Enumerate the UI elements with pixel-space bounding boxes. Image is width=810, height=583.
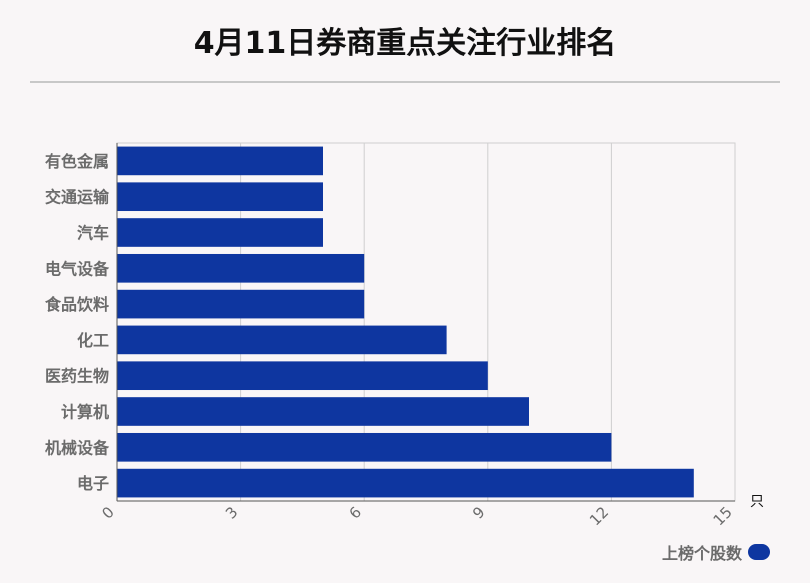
category-label: 电子 <box>77 474 109 493</box>
bar <box>117 253 365 283</box>
legend-label: 上榜个股数 <box>661 544 742 563</box>
category-label: 食品饮料 <box>44 295 109 314</box>
category-label: 交通运输 <box>45 188 110 207</box>
x-tick-label: 6 <box>346 503 365 522</box>
x-tick-label: 3 <box>222 503 241 522</box>
bar <box>117 361 488 391</box>
x-tick-label: 0 <box>98 503 117 522</box>
legend: 上榜个股数 <box>662 540 770 564</box>
bar <box>117 146 323 176</box>
bar <box>117 325 447 355</box>
category-label: 计算机 <box>61 403 109 422</box>
category-label: 化工 <box>77 331 109 350</box>
legend-swatch <box>748 544 770 560</box>
bar <box>117 397 529 426</box>
chart-title: 4月11日券商重点关注行业排名 <box>193 26 617 61</box>
category-label: 电气设备 <box>45 259 110 278</box>
category-label: 有色金属 <box>45 152 109 171</box>
category-label: 汽车 <box>77 224 109 243</box>
bar <box>117 289 365 319</box>
bar <box>117 218 323 247</box>
title-divider <box>30 81 780 83</box>
x-tick-label: 9 <box>469 503 488 522</box>
bar <box>117 468 694 498</box>
category-label: 医药生物 <box>45 367 109 386</box>
bar <box>117 432 612 462</box>
x-tick-label: 15 <box>710 503 736 529</box>
x-axis-unit: 只 <box>750 494 764 510</box>
x-tick-label: 12 <box>586 503 612 529</box>
category-label: 机械设备 <box>45 438 110 457</box>
bar <box>117 182 323 212</box>
